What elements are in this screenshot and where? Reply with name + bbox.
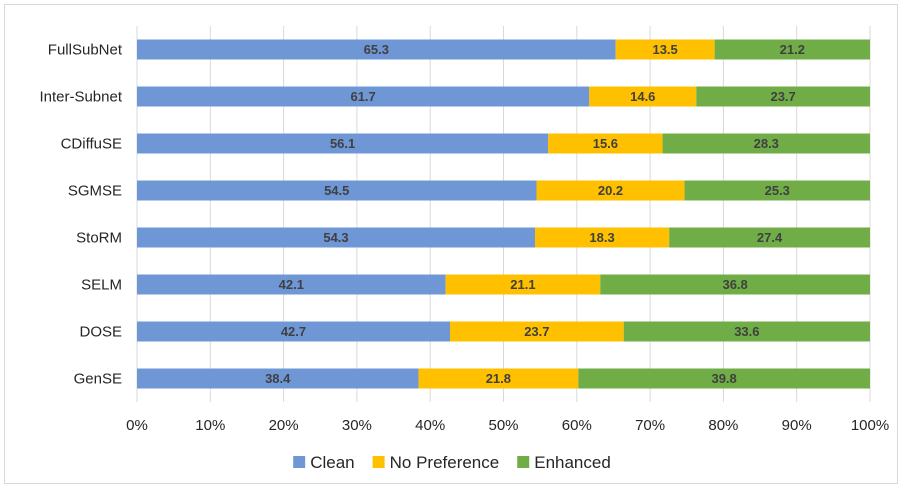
bars (137, 39, 870, 389)
data-label: 38.4 (265, 371, 291, 386)
data-label: 42.1 (279, 277, 304, 292)
x-tick-label: 90% (782, 417, 812, 434)
data-label: 23.7 (770, 89, 795, 104)
bar-segment (536, 180, 685, 201)
data-label: 13.5 (652, 42, 677, 57)
category-label: SELM (81, 277, 122, 294)
legend-label: Enhanced (534, 453, 611, 472)
data-label: 21.2 (780, 42, 805, 57)
data-label: 18.3 (589, 230, 614, 245)
data-label: 36.8 (722, 277, 747, 292)
x-tick-label: 10% (195, 417, 225, 434)
bar-segment (714, 39, 870, 60)
bar-segment (600, 274, 870, 295)
legend-swatch (293, 456, 306, 468)
data-label: 28.3 (754, 136, 779, 151)
x-tick-label: 70% (635, 417, 665, 434)
x-tick-label: 0% (126, 417, 148, 434)
bar-segment (137, 227, 536, 248)
bar-segment (684, 180, 870, 201)
x-tick-label: 100% (851, 417, 889, 434)
category-label: SGMSE (68, 183, 122, 200)
data-label: 56.1 (330, 136, 355, 151)
bar-segment (137, 86, 590, 107)
category-label: GenSE (74, 371, 122, 388)
category-label: FullSubNet (48, 42, 123, 59)
bar-segment (589, 86, 697, 107)
bar-segment (137, 321, 450, 342)
bar-segment (623, 321, 870, 342)
data-labels: 65.3 13.5 21.2 61.7 14.6 23.7 56.1 15.6 28.3 54.5… (265, 42, 805, 386)
data-label: 54.3 (323, 230, 348, 245)
data-label: 20.2 (598, 183, 623, 198)
bar-segment (137, 180, 537, 201)
data-label: 15.6 (593, 136, 618, 151)
bar-segment (137, 39, 616, 60)
x-tick-label: 40% (415, 417, 445, 434)
legend-label: No Preference (390, 453, 500, 472)
bar-segment (137, 133, 549, 154)
category-label: DOSE (79, 324, 122, 341)
bar-segment (137, 274, 446, 295)
data-label: 65.3 (364, 42, 389, 57)
data-label: 25.3 (765, 183, 790, 198)
data-label: 21.8 (486, 371, 511, 386)
x-tick-label: 30% (342, 417, 372, 434)
category-labels: FullSubNet Inter-Subnet CDiffuSE SGMSE StoRM… (39, 42, 122, 388)
x-tick-label: 80% (708, 417, 738, 434)
legend-label: Clean (310, 453, 354, 472)
category-label: StoRM (76, 230, 122, 247)
data-label: 42.7 (281, 324, 306, 339)
bar-segment (615, 39, 715, 60)
data-label: 54.5 (324, 183, 349, 198)
x-tick-label: 50% (488, 417, 518, 434)
bar-segment (548, 133, 663, 154)
category-label: CDiffuSE (61, 136, 122, 153)
data-label: 33.6 (734, 324, 759, 339)
data-label: 23.7 (524, 324, 549, 339)
x-tick-labels: 0% 10% 20% 30% 40% 50% 60% 70% 80% 90% 100% (126, 417, 889, 434)
bar-segment (449, 321, 624, 342)
bar-segment (445, 274, 601, 295)
bar-segment (662, 133, 870, 154)
legend-swatch (372, 456, 385, 468)
legend: Clean No Preference Enhanced (293, 453, 611, 472)
x-tick-label: 60% (562, 417, 592, 434)
data-label: 21.1 (510, 277, 535, 292)
bar-segment (669, 227, 870, 248)
data-label: 14.6 (630, 89, 655, 104)
bar-segment (696, 86, 870, 107)
bar-segment (137, 368, 419, 389)
category-label: Inter-Subnet (39, 89, 122, 106)
data-label: 61.7 (350, 89, 375, 104)
gridlines (136, 26, 871, 402)
bar-segment (418, 368, 579, 389)
x-tick-label: 20% (269, 417, 299, 434)
bar-segment (578, 368, 870, 389)
bar-segment (535, 227, 670, 248)
legend-swatch (517, 456, 530, 468)
data-label: 39.8 (711, 371, 736, 386)
data-label: 27.4 (757, 230, 783, 245)
